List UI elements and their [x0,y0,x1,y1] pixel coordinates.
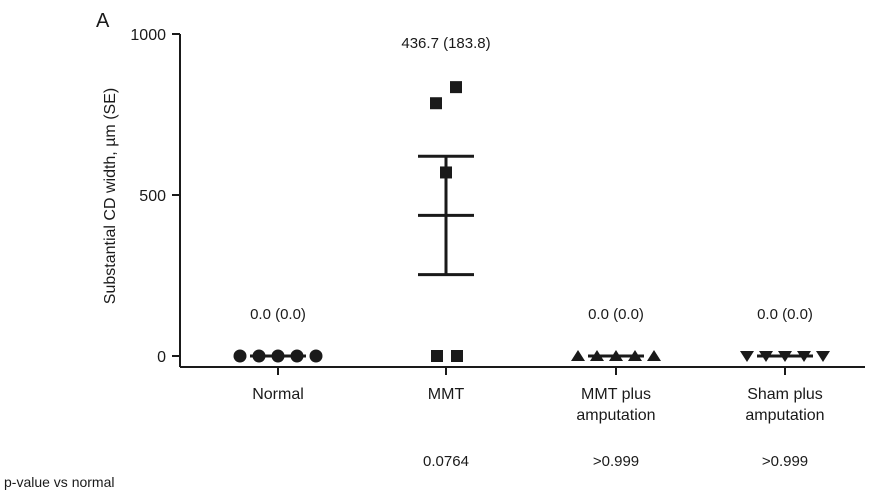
data-point-square [451,350,463,362]
p-value-label: >0.999 [593,453,639,470]
data-point-triangle-up [571,350,585,361]
data-point-square [431,350,443,362]
y-tick-label: 500 [139,188,166,205]
data-point-triangle-down [816,351,830,362]
x-tick-label: Normal [252,386,304,403]
y-tick-label: 1000 [130,27,166,44]
y-axis-label: Substantial CD width, µm (SE) [102,88,119,304]
panel-label: A [96,10,110,32]
x-tick-label: MMT plus [581,386,651,403]
p-value-label: 0.0764 [423,453,469,470]
pvalue-caption: p-value vs normal [4,474,115,490]
data-point-circle [309,349,323,363]
data-point-square [430,97,442,110]
mean-se-label: 0.0 (0.0) [757,306,813,323]
mean-se-label: 0.0 (0.0) [250,306,306,323]
x-tick-label: amputation [576,407,655,424]
x-tick-label: MMT [428,386,465,403]
x-tick-label: Sham plus [747,386,823,403]
chart-marks: 0 500 1000 Normal 0.0 (0.0) MMT 436.7 (183.8) 0… [130,27,830,470]
mean-se-label: 0.0 (0.0) [588,306,644,323]
p-value-label: >0.999 [762,453,808,470]
data-point-triangle-down [740,351,754,362]
y-tick-label: 0 [157,349,166,366]
data-point-square [450,81,462,94]
data-point-circle [233,349,247,363]
mean-se-label: 436.7 (183.8) [401,35,490,52]
x-tick-label: amputation [745,407,824,424]
data-point-triangle-up [647,350,661,361]
